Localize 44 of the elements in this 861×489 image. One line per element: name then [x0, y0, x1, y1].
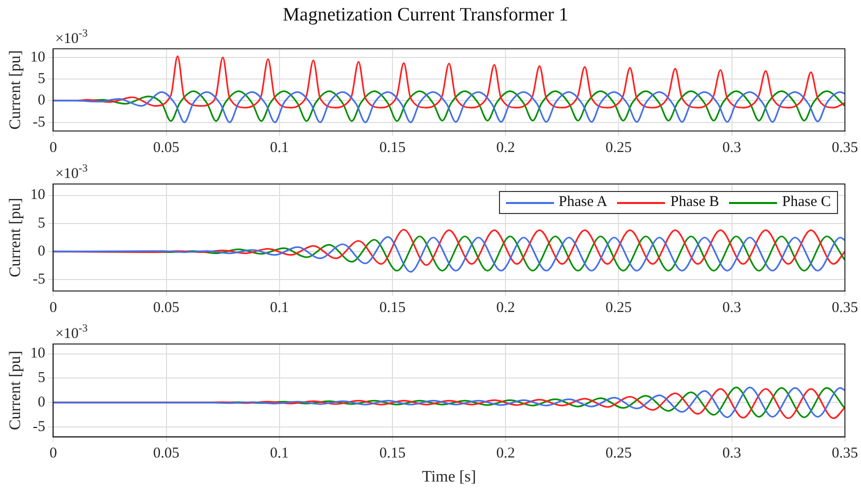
x-tick-label: 0.1	[270, 446, 289, 462]
y-tick-label: 10	[30, 49, 46, 66]
y-axis-title: Current [pu]	[6, 50, 24, 130]
y-tick-label: 5	[38, 215, 46, 232]
x-tick-label: 0	[49, 300, 57, 316]
x-tick-label: 0.3	[722, 446, 742, 462]
x-tick-label: 0.25	[606, 300, 632, 316]
legend-label: Phase B	[670, 194, 720, 211]
x-tick-label: 0.2	[496, 300, 515, 316]
x-tick-label: 0.35	[832, 300, 858, 316]
x-tick-label: 0.2	[496, 140, 515, 156]
x-tick-label: 0.1	[270, 140, 289, 156]
x-tick-label: 0.25	[606, 446, 632, 462]
y-tick-label: 10	[30, 346, 46, 362]
x-tick-label: 0	[49, 140, 57, 156]
x-tick-label: 0.25	[606, 140, 632, 156]
x-axis-title: Time [s]	[422, 468, 476, 486]
x-tick-label: 0.3	[722, 300, 742, 316]
y-tick-label: 5	[38, 71, 46, 88]
x-tick-label: 0.15	[379, 300, 406, 316]
x-tick-label: 0.35	[832, 140, 858, 156]
x-tick-label: 0.15	[379, 446, 406, 462]
y-tick-label: 0	[38, 244, 46, 260]
legend-label: Phase C	[782, 194, 831, 211]
x-tick-label: 0.15	[379, 140, 406, 156]
x-tick-label: 0.05	[153, 300, 180, 316]
x-tick-label: 0	[49, 446, 57, 462]
y-axis-title: Current [pu]	[6, 198, 24, 278]
x-tick-label: 0.05	[153, 140, 180, 156]
y-tick-label: 10	[30, 187, 46, 204]
y-axis-title: Current [pu]	[6, 350, 24, 430]
x-tick-label: 0.05	[153, 446, 180, 462]
y-tick-label: -5	[32, 418, 46, 435]
y-tick-label: 0	[38, 394, 46, 411]
y-tick-label: -5	[32, 272, 46, 288]
chart-title: Magnetization Current Transformer 1	[282, 4, 568, 26]
x-tick-label: 0.35	[832, 446, 858, 462]
x-tick-label: 0.3	[722, 140, 742, 156]
y-tick-label: 5	[38, 370, 46, 386]
y-tick-label: 0	[38, 92, 46, 109]
x-tick-label: 0.2	[496, 446, 515, 462]
legend-label: Phase A	[558, 194, 608, 211]
x-tick-label: 0.1	[270, 300, 289, 316]
y-tick-label: -5	[32, 114, 46, 130]
